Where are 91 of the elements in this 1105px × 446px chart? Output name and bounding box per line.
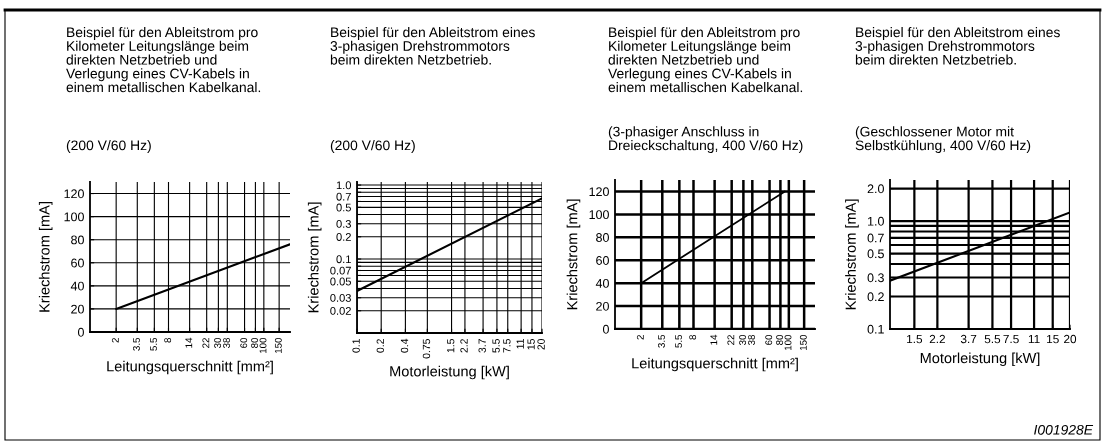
x-tick-label: 20 (537, 338, 545, 350)
x-tick-label: 0.4 (400, 338, 409, 353)
y-tick-label: 0.3 (867, 273, 884, 283)
chart-title: Beispiel für den Ableitstrom pro Kilometer Leitungslänge beim direkten Netzbetrieb und Verlegung eines CV-Kabels in einem metallischen Kabelkanal. (66, 27, 261, 93)
x-tick-label: 150 (799, 334, 807, 351)
x-tick-label: 14 (710, 334, 718, 345)
y-tick-label: 0.3 (336, 220, 351, 228)
x-tick-label: 11 (516, 339, 524, 349)
y-tick-label: 2.0 (867, 184, 884, 194)
x-tick-label: 5.5 (984, 334, 1001, 344)
x-tick-label: 60 (240, 337, 248, 348)
text: I001928E (1034, 424, 1094, 435)
y-tick-label: 0.7 (867, 233, 884, 243)
x-tick-label: 100 (784, 334, 792, 351)
x-tick-label: 1.5 (447, 338, 455, 353)
y-tick-label: 20 (71, 304, 84, 314)
y-tick-label: 1.0 (336, 181, 352, 190)
y-axis-title: Kriechstrom [mA] (38, 202, 53, 312)
x-tick-label: 20 (1064, 334, 1077, 344)
x-tick-label: 30 (739, 334, 746, 345)
y-tick-label: 0.2 (867, 292, 884, 302)
chart-title: Beispiel für den Ableitstrom eines 3-phasigen Drehstrommotors beim direkten Netzbetrieb. (855, 27, 1060, 65)
x-tick-label: 5.5 (492, 338, 500, 353)
x-axis-title: Motorleistung [kW] (920, 352, 1040, 367)
y-tick-label: 0.03 (330, 293, 351, 302)
x-tick-label: 2 (111, 338, 119, 343)
y-tick-label: 100 (64, 212, 84, 222)
y-tick-label: 20 (596, 301, 609, 311)
chart-subtitle: (Geschlossener Motor mit Selbstkühlung, 400 V/60 Hz) (855, 126, 1031, 153)
x-tick-label: 150 (274, 337, 282, 354)
x-tick-label: 7.5 (503, 338, 511, 353)
y-tick-label: 0.5 (867, 249, 884, 259)
x-tick-label: 15 (1047, 334, 1059, 344)
y-tick-label: 40 (70, 281, 84, 291)
y-tick-label: 0.5 (336, 203, 351, 212)
x-tick-label: 22 (202, 338, 210, 348)
y-tick-label: 120 (64, 189, 84, 199)
y-tick-label: 0 (77, 327, 84, 337)
chart-subtitle: (3-phasiger Anschluss in Dreieckschaltung, 400 V/60 Hz) (608, 126, 803, 153)
y-axis-title: Kriechstrom [mA] (845, 199, 859, 310)
chart-title: Beispiel für den Ableitstrom pro Kilometer Leitungslänge beim direkten Netzbetrieb und Verlegung eines CV-Kabels in einem metallischen Kabelkanal. (608, 27, 803, 93)
x-tick-label: 11 (1028, 334, 1040, 344)
y-tick-label: 80 (71, 235, 84, 245)
x-tick-label: 3.7 (478, 339, 486, 353)
y-tick-label: 1.0 (868, 216, 884, 226)
y-tick-label: 0.1 (336, 255, 351, 264)
x-tick-label: 100 (259, 337, 267, 354)
x-tick-label: 38 (748, 334, 755, 345)
y-tick-label: 120 (589, 187, 609, 197)
chart-subtitle: (200 V/60 Hz) (66, 140, 151, 153)
x-tick-label: 38 (223, 337, 230, 348)
x-tick-label: 0.75 (422, 338, 431, 359)
x-axis-title: Leitungsquerschnitt [mm²] (107, 360, 273, 375)
x-tick-label: 0.2 (376, 339, 384, 353)
x-tick-label: 3.7 (960, 334, 977, 344)
x-tick-label: 0.1 (352, 339, 360, 353)
x-tick-label: 80 (251, 337, 259, 348)
y-tick-label: 60 (71, 258, 84, 268)
x-tick-label: 15 (527, 338, 535, 350)
y-tick-label: 60 (596, 256, 609, 265)
x-tick-label: 80 (776, 334, 784, 345)
y-tick-label: 40 (595, 278, 609, 288)
y-tick-label: 0.7 (336, 192, 351, 201)
x-tick-label: 2 (636, 335, 644, 340)
x-tick-label: 3.5 (658, 334, 665, 348)
x-tick-label: 5.5 (150, 337, 157, 351)
x-tick-label: 1.5 (907, 334, 923, 344)
y-tick-label: 0.05 (330, 277, 351, 286)
y-axis-title: Kriechstrom [mA] (566, 199, 581, 310)
x-tick-label: 60 (765, 334, 773, 345)
y-axis-title: Kriechstrom [mA] (307, 202, 322, 313)
x-tick-label: 2.2 (929, 334, 945, 344)
y-tick-label: 80 (596, 233, 609, 242)
chart-subtitle: (200 V/60 Hz) (330, 140, 415, 153)
x-axis-title: Leitungsquerschnitt [mm²] (632, 357, 798, 372)
y-tick-label: 100 (589, 210, 609, 220)
chart-title: Beispiel für den Ableitstrom eines 3-phasigen Drehstrommotors beim direkten Netzbetrieb. (330, 27, 535, 65)
x-tick-label: 5.5 (675, 334, 682, 348)
x-axis-title: Motorleistung [kW] (390, 365, 509, 380)
x-tick-label: 3.5 (133, 337, 140, 351)
x-tick-label: 2.2 (460, 339, 468, 353)
x-tick-label: 14 (185, 337, 193, 348)
y-tick-label: 0.02 (330, 307, 351, 315)
x-tick-label: 22 (727, 335, 735, 345)
x-tick-label: 8 (689, 334, 697, 340)
y-tick-label: 0 (602, 324, 609, 334)
y-tick-label: 0.07 (330, 266, 351, 275)
x-tick-label: 7.5 (1003, 334, 1019, 344)
x-tick-label: 8 (164, 337, 172, 343)
y-tick-label: 0.2 (336, 233, 351, 241)
x-tick-label: 30 (214, 337, 221, 348)
